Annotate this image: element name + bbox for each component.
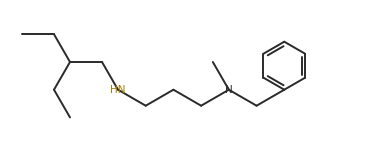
Text: N: N	[225, 85, 233, 95]
Text: HN: HN	[110, 85, 126, 95]
